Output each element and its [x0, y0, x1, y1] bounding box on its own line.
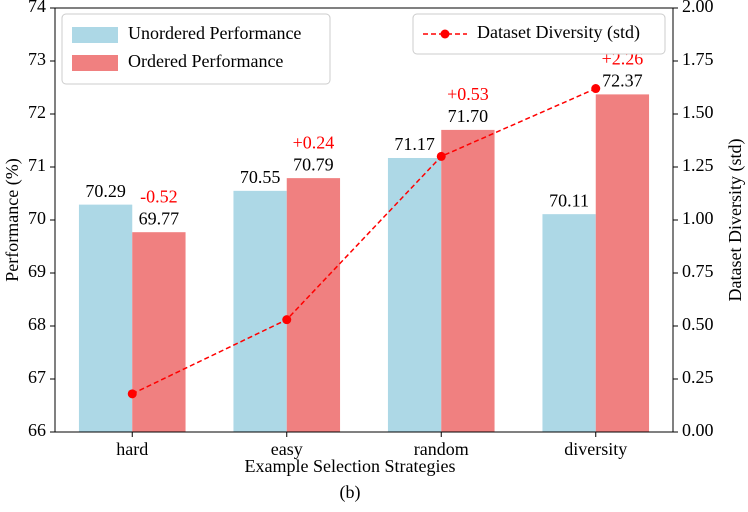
- value-label: 70.55: [240, 167, 281, 187]
- y-tick-label: 68: [28, 314, 46, 334]
- y2-tick-label: 1.25: [682, 155, 714, 175]
- legend-label: Ordered Performance: [128, 51, 283, 71]
- line-point: [591, 84, 601, 94]
- y-tick-label: 71: [28, 155, 46, 175]
- legend-box: [61, 13, 331, 85]
- y2-tick-label: 1.50: [682, 102, 714, 122]
- bar: [233, 190, 287, 432]
- x-tick-label: easy: [271, 439, 303, 459]
- x-tick-label: diversity: [564, 439, 627, 459]
- y2-tick-label: 2.00: [682, 0, 714, 16]
- legend-swatch: [72, 27, 118, 43]
- value-label: 72.37: [602, 71, 643, 91]
- y2-tick-label: 0.25: [682, 367, 714, 387]
- value-label: 70.11: [549, 190, 589, 210]
- y2-tick-label: 0.50: [682, 314, 714, 334]
- value-label: 70.79: [293, 154, 334, 174]
- legend-marker: [440, 29, 450, 39]
- x-tick-label: random: [414, 439, 469, 459]
- line: [131, 87, 597, 395]
- y2-tick-label: 0.00: [682, 420, 714, 440]
- legend-box: [412, 13, 666, 55]
- bar: [78, 204, 133, 432]
- x-axis-label: Example Selection Strategies: [245, 456, 456, 476]
- y-tick-label: 73: [28, 49, 46, 69]
- y-axis-label: Performance (%): [2, 158, 23, 281]
- y-tick-label: 69: [28, 261, 46, 281]
- line-point: [127, 389, 137, 399]
- legend-label: Dataset Diversity (std): [477, 22, 640, 43]
- diff-annotation: -0.52: [140, 186, 178, 206]
- legend-label: Unordered Performance: [128, 23, 301, 43]
- bar: [542, 214, 596, 432]
- bar: [387, 157, 442, 433]
- y-tick-label: 70: [28, 208, 46, 228]
- bar: [441, 129, 495, 432]
- y2-tick-label: 1.75: [682, 49, 714, 69]
- y-tick-label: 74: [28, 0, 46, 16]
- y-tick-label: 72: [28, 102, 46, 122]
- x-tick-label: hard: [116, 439, 148, 459]
- y2-tick-label: 0.75: [682, 261, 714, 281]
- caption: (b): [340, 482, 361, 503]
- bar: [286, 178, 341, 432]
- diff-annotation: +0.24: [293, 132, 335, 152]
- value-label: 71.70: [448, 106, 489, 126]
- legend-swatch: [72, 55, 118, 71]
- value-label: 71.17: [394, 134, 435, 154]
- y2-axis-label: Dataset Diversity (std): [725, 139, 746, 302]
- y-tick-label: 67: [28, 367, 46, 387]
- line-point: [436, 151, 446, 161]
- diff-annotation: +0.53: [447, 84, 489, 104]
- line-point: [282, 315, 292, 325]
- bar: [132, 232, 186, 432]
- y-tick-label: 66: [28, 420, 46, 440]
- y2-tick-label: 1.00: [682, 208, 714, 228]
- bar: [595, 94, 650, 432]
- value-label: 70.29: [85, 181, 126, 201]
- value-label: 69.77: [139, 208, 180, 228]
